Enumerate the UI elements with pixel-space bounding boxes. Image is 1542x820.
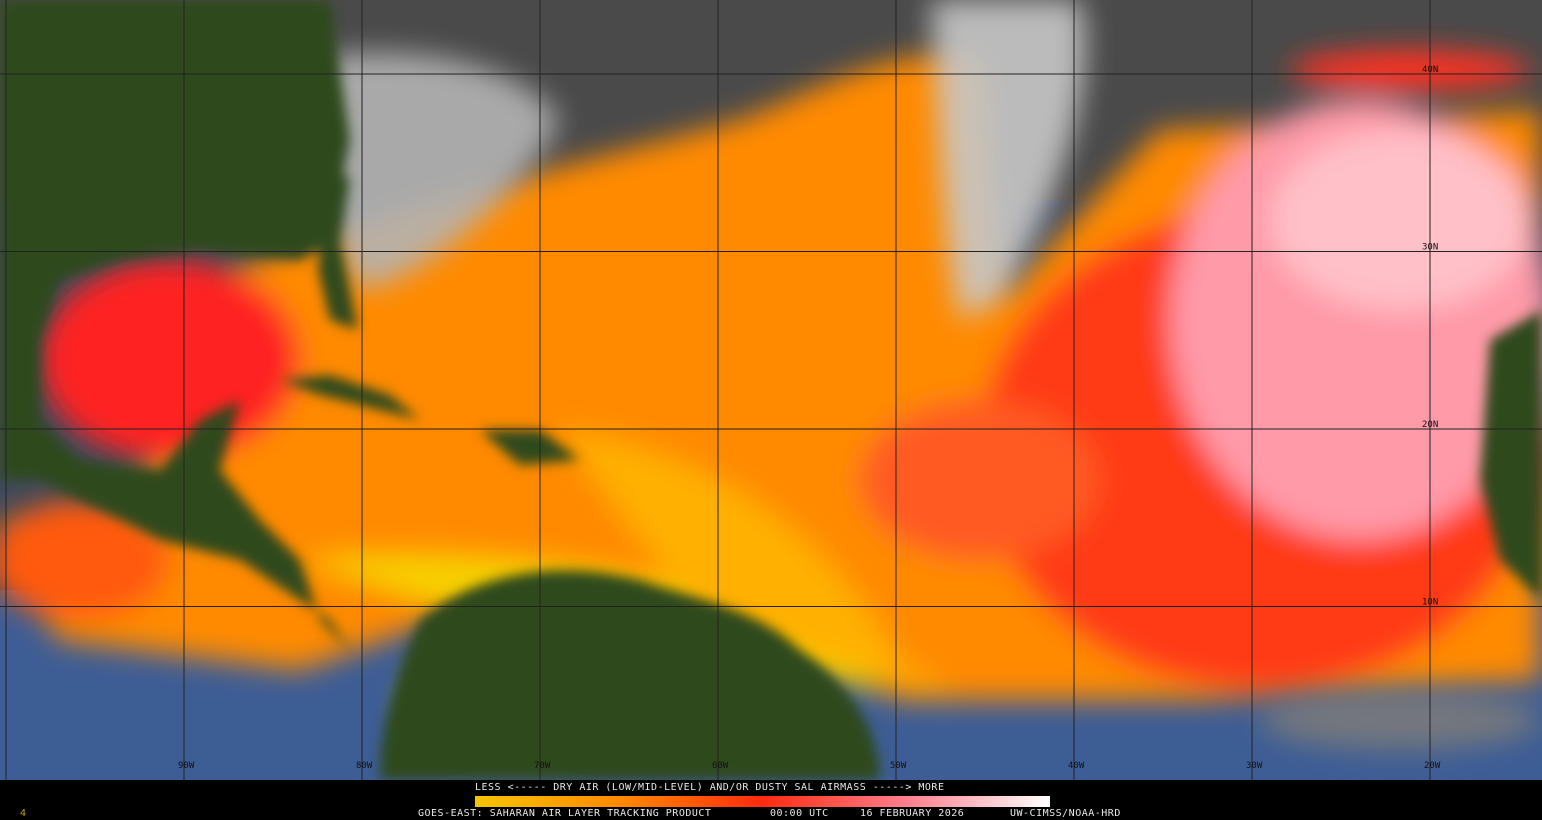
lat-label: 20N	[1422, 420, 1438, 430]
lat-label: 40N	[1422, 65, 1438, 75]
time: 00:00 UTC	[770, 808, 829, 819]
lon-label: 50W	[890, 761, 907, 771]
color-scale	[475, 796, 1050, 807]
lon-label: 80W	[356, 761, 373, 771]
lat-label: 30N	[1422, 243, 1438, 253]
lon-label: 60W	[712, 761, 729, 771]
lon-label: 30W	[1246, 761, 1263, 771]
lon-label: 70W	[534, 761, 551, 771]
corner-number: 4	[20, 808, 27, 819]
product-name: GOES-EAST: SAHARAN AIR LAYER TRACKING PR…	[418, 808, 711, 819]
imagery	[0, 0, 1542, 780]
lon-label: 20W	[1424, 761, 1441, 771]
credit: UW-CIMSS/NOAA-HRD	[1010, 808, 1121, 819]
lon-label: 90W	[178, 761, 195, 771]
lat-label: 10N	[1422, 598, 1438, 608]
lon-label: 40W	[1068, 761, 1085, 771]
graticule: 40N 30N 20N 10N 90W 80W 70W 60W 50W 40W 30W 20W	[0, 0, 1542, 780]
legend-text: LESS <----- DRY AIR (LOW/MID-LEVEL) AND/…	[475, 782, 944, 793]
date: 16 FEBRUARY 2026	[860, 808, 964, 819]
